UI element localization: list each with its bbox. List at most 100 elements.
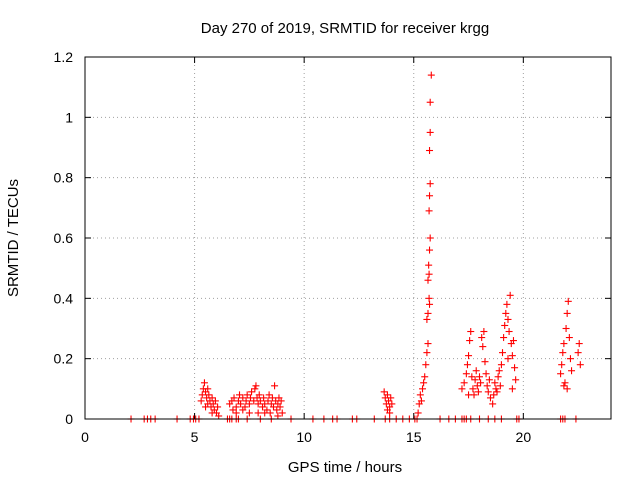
data-point xyxy=(562,325,570,332)
data-point xyxy=(230,394,238,402)
data-point xyxy=(499,349,507,357)
data-point xyxy=(245,409,253,417)
data-point xyxy=(559,349,567,357)
data-point xyxy=(202,403,210,411)
data-point xyxy=(425,207,433,215)
data-point xyxy=(486,394,494,402)
data-point xyxy=(426,180,434,188)
data-point xyxy=(463,361,471,369)
data-point xyxy=(563,309,571,317)
data-point xyxy=(505,328,513,336)
data-point xyxy=(426,246,434,254)
data-point xyxy=(414,409,422,417)
data-point xyxy=(512,376,520,384)
data-point xyxy=(256,397,264,405)
y-tick-label: 1 xyxy=(65,109,73,125)
plot-frame xyxy=(84,56,612,420)
data-point xyxy=(274,412,282,420)
data-point xyxy=(245,400,253,408)
data-point xyxy=(380,388,388,396)
data-point xyxy=(214,403,222,411)
data-point xyxy=(480,328,488,336)
data-point xyxy=(465,352,473,360)
data-point xyxy=(269,403,277,411)
data-point xyxy=(417,397,425,405)
data-point xyxy=(565,334,573,342)
data-point xyxy=(477,379,485,387)
data-point xyxy=(490,391,498,399)
grid-layer xyxy=(85,57,611,419)
data-point xyxy=(248,388,256,396)
data-point xyxy=(560,382,568,390)
data-point xyxy=(503,300,511,308)
data-point xyxy=(568,367,576,375)
data-point xyxy=(198,391,206,399)
data-point xyxy=(485,376,493,384)
data-point xyxy=(563,385,571,393)
data-point xyxy=(250,397,258,405)
data-point xyxy=(419,385,427,393)
x-tick-label: 15 xyxy=(406,429,422,445)
data-point xyxy=(501,321,509,329)
data-point xyxy=(416,391,424,399)
data-point xyxy=(255,391,263,399)
data-point xyxy=(251,385,259,393)
x-tick-label: 10 xyxy=(296,429,312,445)
data-point xyxy=(239,394,247,402)
data-point xyxy=(424,340,432,348)
data-point xyxy=(425,294,433,302)
data-point xyxy=(243,391,251,399)
data-point xyxy=(473,382,481,390)
data-point xyxy=(489,400,497,408)
data-point xyxy=(478,334,486,342)
data-point xyxy=(260,394,268,402)
data-point xyxy=(239,406,247,414)
data-point xyxy=(208,394,216,402)
x-tick-label: 0 xyxy=(81,429,89,445)
y-tick-label: 0.4 xyxy=(54,290,74,306)
data-point xyxy=(474,388,482,396)
data-point xyxy=(277,397,285,405)
data-point xyxy=(479,343,487,351)
data-point xyxy=(237,400,245,408)
data-point xyxy=(278,409,286,417)
data-point xyxy=(252,382,260,390)
data-point xyxy=(566,355,574,363)
data-point xyxy=(246,394,254,402)
data-point xyxy=(466,337,474,345)
data-point xyxy=(484,388,492,396)
data-point xyxy=(264,397,272,405)
data-point xyxy=(426,128,434,136)
data-point xyxy=(426,98,434,106)
data-point xyxy=(268,394,276,402)
data-point xyxy=(424,276,432,284)
data-point xyxy=(426,234,434,242)
data-point xyxy=(265,391,273,399)
data-point xyxy=(425,261,433,269)
y-tick-label: 0.6 xyxy=(54,230,74,246)
data-point xyxy=(425,270,433,278)
data-point xyxy=(470,391,478,399)
data-point xyxy=(422,361,430,369)
data-point xyxy=(423,349,431,357)
data-point xyxy=(420,379,428,387)
data-point xyxy=(423,315,431,323)
y-tick-label: 1.2 xyxy=(54,49,74,65)
data-point xyxy=(462,370,470,378)
data-point xyxy=(211,397,219,405)
data-point xyxy=(511,364,519,372)
y-tick-label: 0.8 xyxy=(54,170,74,186)
data-point xyxy=(229,406,237,414)
data-point xyxy=(273,406,281,414)
data-point xyxy=(493,388,501,396)
data-point xyxy=(564,297,572,305)
data-point xyxy=(197,397,205,405)
data-point xyxy=(500,334,508,342)
y-tick-label: 0 xyxy=(65,411,73,427)
data-point xyxy=(504,315,512,323)
data-point xyxy=(426,147,434,155)
data-point xyxy=(261,400,269,408)
x-tick-label: 5 xyxy=(191,429,199,445)
data-point xyxy=(266,409,274,417)
data-point xyxy=(509,337,517,345)
